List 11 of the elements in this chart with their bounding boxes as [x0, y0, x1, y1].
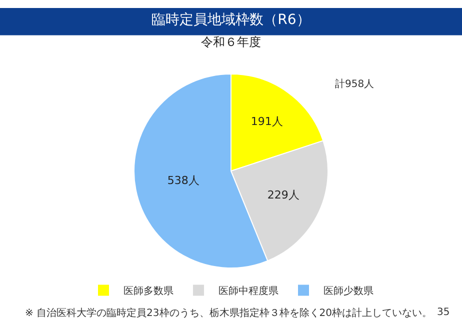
- chart-subtitle: 令和６年度: [201, 35, 261, 49]
- legend-label: 医師多数県: [124, 285, 174, 298]
- text: 35: [437, 307, 450, 318]
- chart-title: 臨時定員地域枠数（R6）: [152, 12, 310, 28]
- text: ※ 自治医科大学の臨時定員23枠のうち、栃木県指定枠３枠を除く20枠は計上していない。: [25, 307, 432, 319]
- data-label: 538人: [167, 174, 200, 187]
- legend-label: 医師中程度県: [218, 285, 278, 298]
- legend-label: 医師少数県: [324, 285, 374, 298]
- data-label: 191人: [250, 114, 283, 128]
- data-label: 229人: [267, 188, 300, 202]
- text: 計958人: [335, 78, 374, 90]
